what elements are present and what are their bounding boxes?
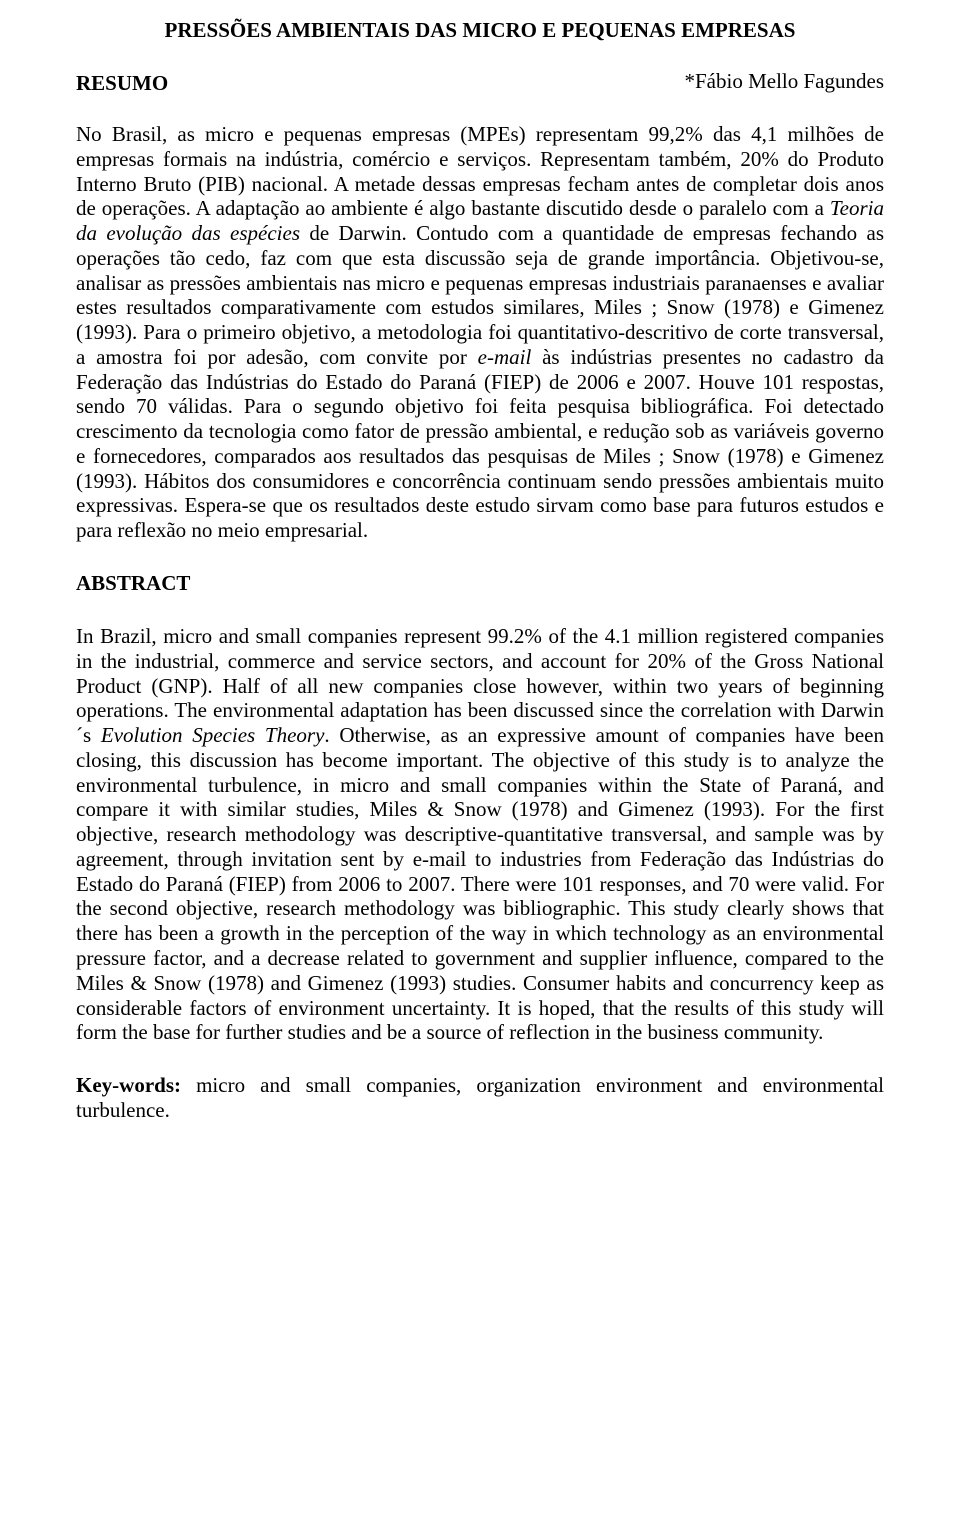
resumo-body: No Brasil, as micro e pequenas empresas … xyxy=(76,122,884,543)
abstract-body: In Brazil, micro and small companies rep… xyxy=(76,624,884,1045)
keywords-text: micro and small companies, organization … xyxy=(76,1073,884,1122)
author-name: *Fábio Mello Fagundes xyxy=(76,69,884,94)
document-page: PRESSÕES AMBIENTAIS DAS MICRO E PEQUENAS… xyxy=(0,0,960,1522)
abstract-italic-1: Evolution Species Theory xyxy=(101,723,325,747)
resumo-italic-2: e-mail xyxy=(478,345,532,369)
paper-title: PRESSÕES AMBIENTAIS DAS MICRO E PEQUENAS… xyxy=(76,18,884,43)
resumo-text-3: às indústrias presentes no cadastro da F… xyxy=(76,345,884,542)
abstract-text-2: . Otherwise, as an expressive amount of … xyxy=(76,723,884,1044)
keywords-label: Key-words: xyxy=(76,1073,181,1097)
resumo-text-1: No Brasil, as micro e pequenas empresas … xyxy=(76,122,884,220)
keywords: Key-words: micro and small companies, or… xyxy=(76,1073,884,1123)
abstract-heading: ABSTRACT xyxy=(76,571,884,596)
